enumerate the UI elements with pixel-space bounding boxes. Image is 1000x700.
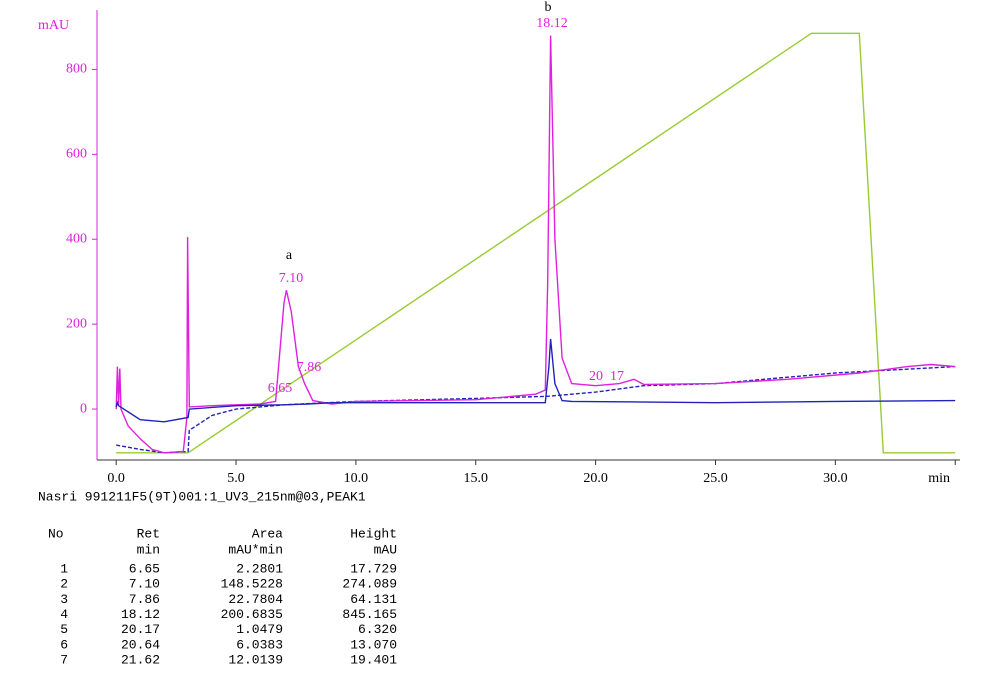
trace bbox=[116, 365, 956, 454]
table-cell: 20.64 bbox=[121, 637, 160, 652]
table-cell: 19.401 bbox=[350, 653, 397, 668]
table-cell: Area bbox=[252, 526, 283, 541]
table-cell: 2 bbox=[60, 577, 68, 592]
y-tick-label: 0 bbox=[80, 401, 87, 416]
table-cell: 2.2801 bbox=[236, 561, 283, 576]
peak-label: 20 bbox=[589, 369, 603, 384]
table-cell: 13.070 bbox=[350, 637, 397, 652]
x-axis-label: min bbox=[928, 471, 950, 486]
x-tick-label: 25.0 bbox=[703, 471, 728, 486]
table-cell: 1 bbox=[60, 561, 68, 576]
peak-label: a bbox=[286, 248, 293, 263]
caption: Nasri 991211F5(9T)001:1_UV3_215nm@03,PEA… bbox=[38, 489, 366, 504]
table-cell: 200.6835 bbox=[221, 607, 283, 622]
peak-label: 18.12 bbox=[536, 16, 568, 31]
table-cell: 845.165 bbox=[342, 607, 397, 622]
table-cell: 148.5228 bbox=[221, 577, 283, 592]
table-cell: 1.0479 bbox=[236, 622, 283, 637]
y-tick-label: 600 bbox=[66, 147, 87, 162]
y-tick-label: 800 bbox=[66, 62, 87, 77]
table-cell: mAU bbox=[374, 542, 397, 557]
table-cell: 22.7804 bbox=[228, 592, 283, 607]
table-cell: 64.131 bbox=[350, 592, 397, 607]
peak-label: 17 bbox=[610, 369, 624, 384]
table-cell: 4 bbox=[60, 607, 68, 622]
table-cell: 20.17 bbox=[121, 622, 160, 637]
y-tick-label: 200 bbox=[66, 316, 87, 331]
x-tick-label: 10.0 bbox=[344, 471, 369, 486]
peak-label: b bbox=[545, 0, 552, 15]
y-axis-label: mAU bbox=[38, 18, 69, 33]
table-cell: 6.0383 bbox=[236, 637, 283, 652]
table-cell: 21.62 bbox=[121, 653, 160, 668]
table-cell: 6.320 bbox=[358, 622, 397, 637]
table-cell: Height bbox=[350, 526, 397, 541]
table-cell: 12.0139 bbox=[228, 653, 283, 668]
table-cell: 7 bbox=[60, 653, 68, 668]
table-cell: 5 bbox=[60, 622, 68, 637]
table-cell: No bbox=[48, 526, 64, 541]
y-tick-label: 400 bbox=[66, 231, 87, 246]
peak-label: 7.86 bbox=[297, 360, 322, 375]
table-cell: min bbox=[137, 542, 160, 557]
table-cell: 6.65 bbox=[129, 561, 160, 576]
table-cell: mAU*min bbox=[228, 542, 283, 557]
x-tick-label: 0.0 bbox=[107, 471, 125, 486]
table-cell: 6 bbox=[60, 637, 68, 652]
x-tick-label: 5.0 bbox=[227, 471, 245, 486]
table-cell: 3 bbox=[60, 592, 68, 607]
x-tick-label: 30.0 bbox=[823, 471, 848, 486]
peak-label: 7.10 bbox=[279, 271, 304, 286]
table-cell: Ret bbox=[137, 526, 160, 541]
table-cell: 18.12 bbox=[121, 607, 160, 622]
table-cell: 274.089 bbox=[342, 577, 397, 592]
table-cell: 7.86 bbox=[129, 592, 160, 607]
trace bbox=[115, 338, 956, 423]
trace bbox=[116, 32, 956, 454]
peak-label: 6.65 bbox=[268, 381, 293, 396]
x-tick-label: 20.0 bbox=[583, 471, 608, 486]
table-cell: 7.10 bbox=[129, 577, 160, 592]
x-tick-label: 15.0 bbox=[464, 471, 489, 486]
trace bbox=[115, 35, 956, 454]
table-cell: 17.729 bbox=[350, 561, 397, 576]
